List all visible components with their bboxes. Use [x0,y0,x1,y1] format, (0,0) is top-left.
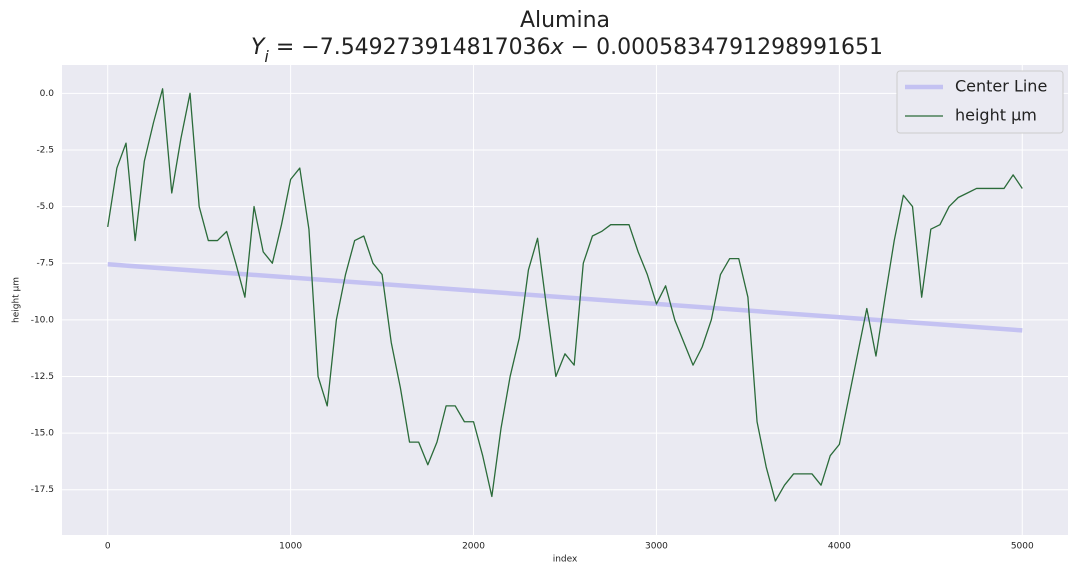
subtitle-part: Y [251,35,266,60]
x-axis-label: index [553,555,578,565]
y-tick-label: -7.5 [36,259,54,269]
y-tick-label: -17.5 [31,485,54,495]
x-tick-label: 1000 [279,542,302,552]
series-line [107,88,1023,502]
subtitle-part: i [264,47,269,66]
x-tick-label: 0 [105,542,111,552]
x-tick-label: 2000 [462,542,485,552]
y-tick-label: -2.5 [36,145,54,155]
subtitle-part: − 0.0005834791298991651 [564,35,883,60]
legend-label: height μm [955,106,1037,125]
legend-label: Center Line [955,77,1047,96]
legend: Center Line height μm [896,70,1064,134]
plot-area [62,65,1068,535]
x-tick-label: 4000 [828,542,851,552]
series-line [107,262,1023,333]
y-tick-label: -15.0 [31,429,55,439]
subtitle-part: x [550,35,565,60]
y-tick-label: 0.0 [40,89,55,99]
x-tick-label: 5000 [1011,542,1034,552]
y-tick-label: -12.5 [31,372,54,382]
chart-title: Alumina [520,8,610,33]
y-tick-label: -5.0 [36,202,54,212]
y-axis-label: height μm [12,277,22,323]
chart-subtitle: Yi = −7.549273914817036x − 0.00058347912… [251,35,883,66]
subtitle-part: = −7.549273914817036 [269,35,551,60]
y-tick-label: -10.0 [31,315,55,325]
x-tick-label: 3000 [645,542,668,552]
